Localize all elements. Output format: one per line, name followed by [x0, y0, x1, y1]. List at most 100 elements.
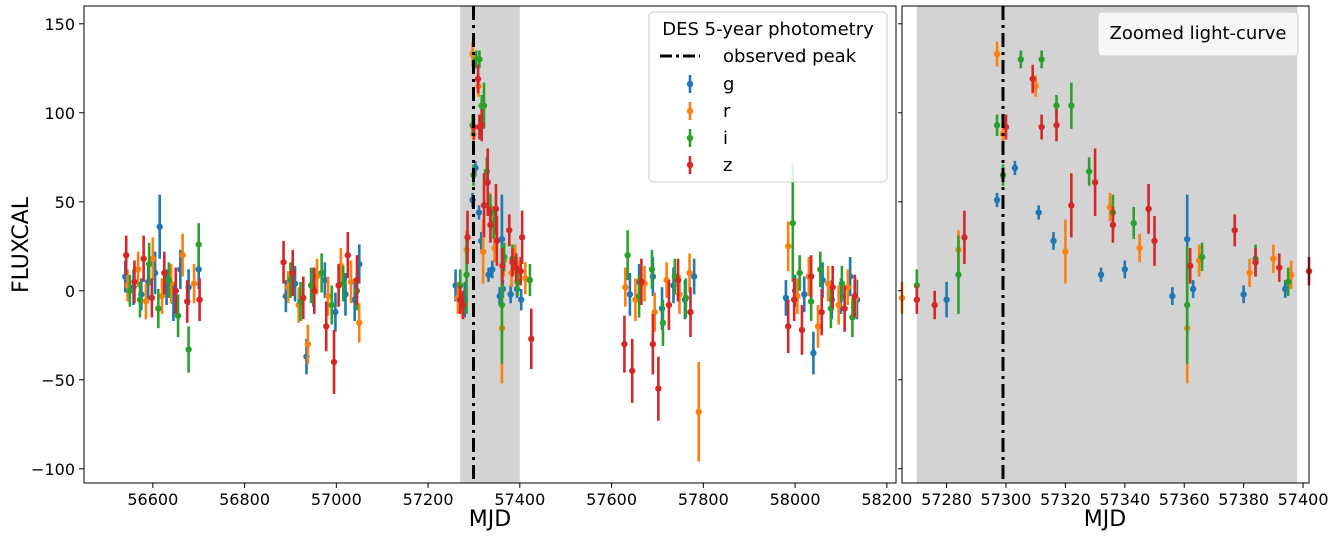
- zoom-point-i-19: [1017, 56, 1025, 63]
- full-point-i-38: [796, 269, 803, 277]
- full-point-z-12: [323, 323, 330, 330]
- zoom-point-g-22: [993, 196, 1001, 204]
- zoomed-light-curve-panel: 57280 57300 57320 57340 57360 57380 57400 MJD …: [898, 5, 1329, 532]
- full-point-z-44: [784, 323, 792, 330]
- full-point-r-6: [179, 251, 186, 259]
- full-point-z-10: [300, 294, 307, 302]
- full-point-z-31: [509, 259, 516, 266]
- full-xtick-label-6: 57800: [678, 490, 729, 509]
- full-point-z-49: [829, 284, 836, 291]
- full-point-z-38: [638, 278, 645, 286]
- full-point-i-4: [165, 276, 173, 284]
- zoom-point-g-30: [1189, 285, 1197, 293]
- left-x-axis-title: MJD: [469, 507, 511, 532]
- ytick-label-3: 50: [55, 193, 75, 212]
- full-point-g-34: [626, 291, 634, 298]
- right-shade-rect: [916, 6, 1298, 483]
- full-point-z-4: [161, 269, 168, 277]
- full-point-r-41: [814, 323, 822, 330]
- full-point-z-43: [687, 308, 694, 316]
- zoom-point-i-17: [993, 122, 1001, 129]
- full-point-z-40: [655, 385, 662, 392]
- zoom-point-i-22: [1068, 102, 1075, 109]
- full-point-z-48: [818, 308, 825, 316]
- full-point-z-46: [798, 326, 806, 334]
- full-point-z-2: [140, 255, 147, 262]
- full-point-z-30: [506, 227, 513, 234]
- full-point-z-0: [123, 251, 130, 259]
- right-x-ticks: 57280 57300 57320 57340 57360 57380 57400: [921, 483, 1329, 509]
- ytick-label-1: −50: [41, 371, 75, 390]
- zoom-point-z-18: [931, 301, 938, 309]
- full-point-i-2: [145, 260, 153, 268]
- full-point-z-35: [528, 335, 535, 343]
- zoom-xtick-label-5: 57380: [1218, 490, 1269, 509]
- full-point-i-33: [648, 266, 656, 273]
- zoom-legend-title: Zoomed light-curve: [1110, 23, 1287, 44]
- full-point-z-45: [790, 296, 798, 303]
- full-xtick-label-1: 56800: [219, 490, 270, 509]
- full-point-i-20: [476, 56, 483, 63]
- full-point-z-23: [478, 122, 485, 129]
- full-point-z-9: [289, 269, 296, 277]
- full-point-z-21: [474, 75, 482, 83]
- full-point-i-36: [682, 294, 690, 302]
- full-point-z-5: [172, 287, 179, 294]
- full-point-z-3: [148, 294, 156, 302]
- zoom-legend: Zoomed light-curve: [1097, 11, 1299, 57]
- full-point-z-8: [280, 259, 287, 266]
- full-point-g-31: [507, 291, 514, 298]
- zoom-point-r-18: [993, 50, 1001, 58]
- full-point-i-30: [526, 276, 534, 284]
- zoom-point-g-24: [1035, 209, 1042, 216]
- full-point-z-36: [621, 340, 628, 348]
- full-point-r-37: [695, 408, 702, 416]
- zoom-point-r-28: [1287, 271, 1295, 278]
- zoom-point-z-30: [1231, 227, 1238, 234]
- full-xtick-label-8: 58200: [861, 490, 912, 509]
- full-point-z-32: [512, 264, 520, 271]
- zoom-point-z-29: [1186, 262, 1194, 270]
- full-point-i-0: [126, 287, 134, 294]
- full-point-g-16: [332, 308, 339, 316]
- full-point-z-11: [311, 287, 318, 294]
- legend-title: DES 5-year photometry: [662, 19, 874, 40]
- zoom-point-r-21: [1062, 248, 1069, 255]
- full-point-z-29: [499, 262, 506, 270]
- zoom-point-g-32: [1282, 285, 1289, 293]
- legend-box: [648, 11, 888, 183]
- full-point-r-44: [844, 284, 852, 291]
- full-point-g-33: [517, 296, 525, 303]
- full-point-i-16: [463, 271, 470, 278]
- full-point-z-33: [517, 267, 524, 275]
- zoom-point-z-25: [1091, 179, 1099, 186]
- zoom-point-z-24: [1068, 202, 1075, 209]
- full-point-z-1: [131, 278, 138, 286]
- ytick-label-4: 100: [44, 104, 75, 123]
- full-point-z-47: [807, 273, 815, 280]
- zoom-point-g-21: [943, 296, 950, 303]
- full-point-r-4: [158, 292, 166, 300]
- full-point-r-10: [304, 340, 312, 348]
- zoom-xtick-label-1: 57300: [981, 490, 1032, 509]
- full-point-r-21: [479, 248, 487, 255]
- full-point-g-43: [801, 291, 808, 298]
- full-point-i-26: [498, 301, 506, 309]
- full-point-g-15: [321, 276, 329, 284]
- full-point-z-37: [629, 367, 636, 375]
- left-x-ticks: 56600 56800 57000 57200 57400 57600 57800 58000…: [127, 483, 912, 509]
- full-point-r-30: [622, 284, 629, 291]
- full-point-r-7: [190, 280, 198, 287]
- full-point-r-36: [686, 269, 693, 277]
- full-point-r-1: [134, 266, 142, 273]
- full-xtick-label-2: 57000: [311, 490, 362, 509]
- full-point-r-2: [142, 298, 150, 305]
- zoom-point-g-25: [1050, 237, 1057, 245]
- zoom-point-r-20: [1032, 82, 1039, 90]
- full-point-g-26: [485, 271, 492, 278]
- zoom-xtick-label-3: 57340: [1099, 490, 1150, 509]
